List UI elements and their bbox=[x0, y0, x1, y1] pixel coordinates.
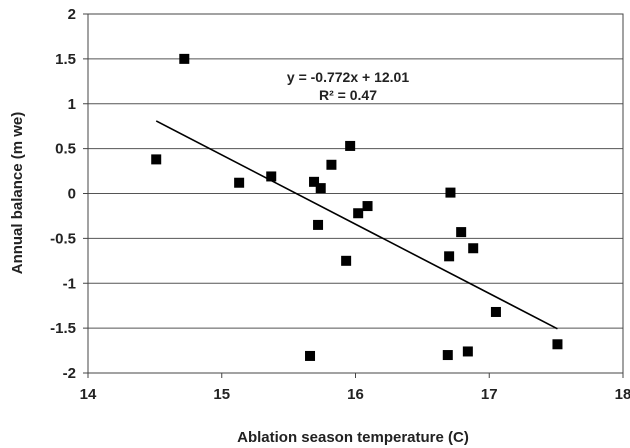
y-tick-label: 1.5 bbox=[55, 51, 76, 68]
x-tick-label: 17 bbox=[481, 386, 498, 403]
y-tick-label: -1 bbox=[63, 275, 76, 292]
data-point bbox=[444, 251, 455, 262]
x-tick-label: 14 bbox=[80, 386, 97, 403]
y-axis-ticks: 2 1.5 1 0.5 0 -0.5 -1 -1.5 -2 bbox=[50, 6, 88, 382]
x-tick-label: 16 bbox=[347, 386, 364, 403]
data-point bbox=[362, 201, 373, 212]
data-point bbox=[151, 154, 162, 165]
x-tick-label: 18 bbox=[615, 386, 630, 403]
data-point bbox=[234, 177, 245, 188]
data-point bbox=[445, 187, 456, 198]
y-tick-label: 2 bbox=[68, 6, 76, 23]
data-point bbox=[313, 219, 324, 230]
data-point bbox=[462, 346, 473, 357]
y-tick-label: -1.5 bbox=[50, 320, 76, 337]
trendline bbox=[155, 120, 558, 330]
grid-lines bbox=[88, 13, 623, 374]
data-point bbox=[552, 339, 563, 350]
data-points bbox=[151, 53, 563, 361]
data-point bbox=[309, 176, 320, 187]
y-tick-label: 0 bbox=[68, 186, 76, 203]
data-point bbox=[305, 350, 316, 361]
data-point bbox=[345, 140, 356, 151]
data-point bbox=[179, 53, 190, 64]
data-point bbox=[341, 255, 352, 266]
x-axis-ticks: 14 15 16 17 18 bbox=[80, 373, 630, 403]
y-axis-title: Annual balance (m we) bbox=[9, 112, 26, 275]
data-point bbox=[468, 243, 479, 254]
y-tick-label: -0.5 bbox=[50, 230, 76, 247]
data-point bbox=[266, 171, 277, 182]
data-point bbox=[315, 183, 326, 194]
data-point bbox=[442, 350, 453, 361]
y-tick-label: 0.5 bbox=[55, 141, 76, 158]
trendline-equation: y = -0.772x + 12.01 bbox=[287, 69, 409, 85]
data-point bbox=[326, 159, 337, 170]
x-axis-title: Ablation season temperature (C) bbox=[237, 429, 469, 446]
y-tick-label: 1 bbox=[68, 96, 76, 113]
y-tick-label: -2 bbox=[63, 365, 76, 382]
data-point bbox=[456, 227, 467, 238]
r-squared-label: R² = 0.47 bbox=[319, 87, 377, 103]
data-point bbox=[353, 208, 364, 219]
x-tick-label: 15 bbox=[213, 386, 230, 403]
data-point bbox=[490, 306, 501, 317]
